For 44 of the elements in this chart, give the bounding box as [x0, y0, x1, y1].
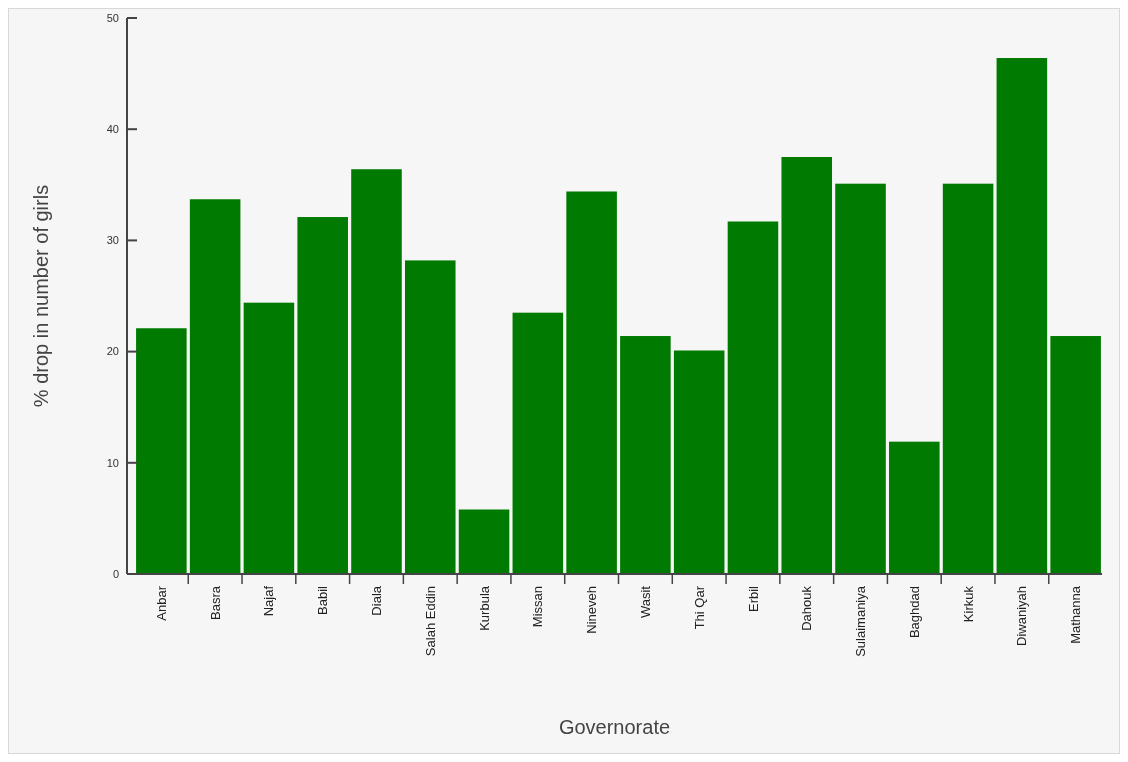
bar: [620, 336, 671, 574]
y-tick-label: 50: [106, 11, 119, 24]
x-tick-label: Najaf: [261, 585, 277, 617]
x-axis-title: Governorate: [558, 716, 671, 738]
y-tick-label: 40: [106, 123, 119, 136]
x-tick-label: Kirkuk: [960, 585, 976, 623]
x-tick-label: Diwaniyah: [1014, 586, 1030, 646]
bar: [673, 350, 725, 574]
bar: [512, 312, 564, 574]
bar: [781, 157, 833, 574]
bar: [996, 58, 1048, 574]
bar: [942, 183, 994, 574]
y-tick-label: 30: [106, 234, 119, 247]
x-tick-label: Babil: [315, 585, 331, 615]
y-tick-label: 10: [106, 456, 119, 469]
x-tick-label: Thi Qar: [691, 585, 707, 630]
bar: [889, 441, 940, 574]
bar: [1050, 336, 1101, 574]
bar: [727, 221, 779, 574]
y-tick-label: 20: [106, 345, 119, 358]
bar: [189, 199, 241, 574]
x-tick-label: Sulaimaniya: [853, 585, 869, 657]
y-tick-label: 0: [112, 567, 119, 580]
x-tick-label: Baghdad: [906, 586, 922, 639]
x-tick-label: Erbil: [745, 585, 761, 613]
x-tick-label: Wasit: [637, 585, 653, 619]
x-tick-label: Anbar: [153, 585, 169, 621]
x-tick-label: Mathanna: [1068, 585, 1084, 644]
x-tick-label: Nineveh: [584, 586, 600, 634]
x-tick-label: Kurbula: [476, 585, 492, 631]
bar: [136, 328, 187, 574]
bar: [458, 509, 510, 574]
x-tick-label: Diala: [369, 585, 385, 616]
bar: [297, 217, 348, 574]
y-axis-title: % drop in number of girls: [30, 184, 52, 408]
bar: [243, 302, 295, 574]
x-tick-label: Dahouk: [799, 585, 815, 631]
bar: [404, 260, 456, 574]
x-tick-label: Missan: [530, 586, 546, 628]
bar: [835, 183, 886, 574]
x-tick-label: Salah Eddin: [422, 586, 438, 657]
bar: [351, 169, 402, 574]
bar: [566, 191, 617, 574]
x-tick-label: Basra: [207, 585, 223, 620]
